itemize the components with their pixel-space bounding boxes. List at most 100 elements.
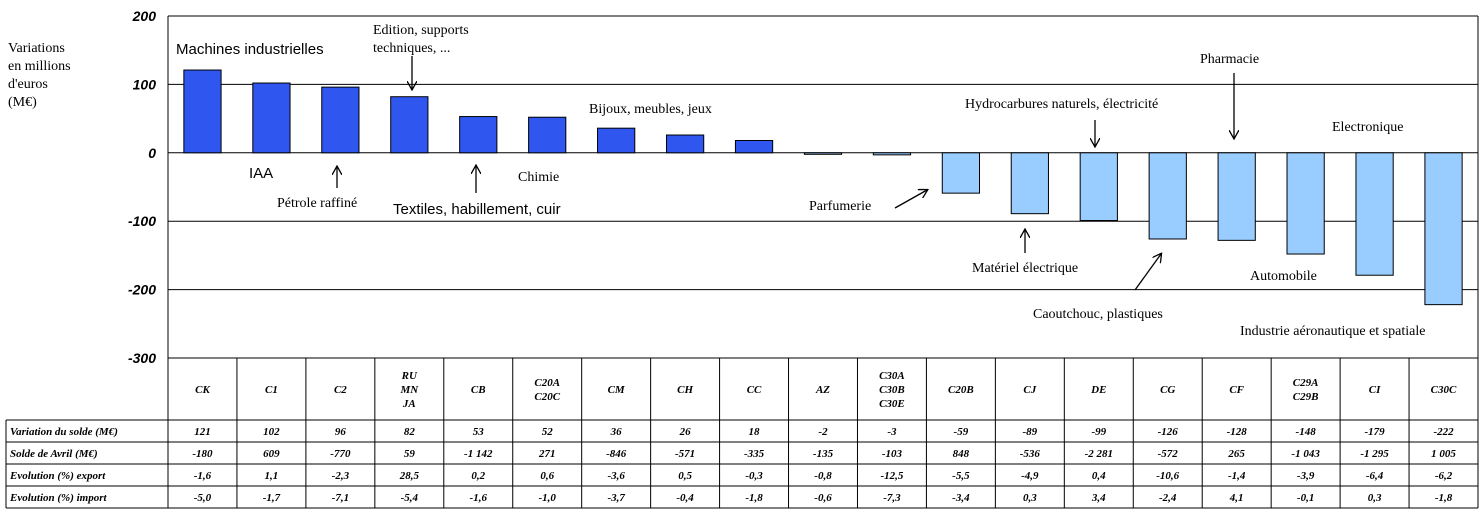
category-code: CH [677,384,693,396]
table-cell: -1,6 [194,470,212,482]
table-cell: 0,3 [1368,492,1382,504]
category-code: RU [401,370,418,382]
table-cell: -3,6 [607,470,625,482]
annotation-industrie-aeronautique: Industrie aéronautique et spatiale [1240,324,1425,339]
table-cell: 1,1 [265,470,279,482]
table-cell: -1 295 [1360,448,1389,460]
table-cell: -5,5 [952,470,970,482]
table-cell: 102 [263,426,280,438]
table-cell: -2 281 [1085,448,1113,460]
annotation-machines-industrielles: Machines industrielles [176,41,324,58]
table-cell: 121 [194,426,211,438]
category-code: CC [747,384,762,396]
table-cell: -135 [813,448,834,460]
table-cell: 59 [404,448,416,460]
table-cell: -536 [1020,448,1041,460]
table-cell: 0,3 [1023,492,1037,504]
category-code: C29A [1293,377,1319,389]
table-cell: -103 [882,448,903,460]
table-row-label: Evolution (%) import [9,492,108,504]
category-code: C20C [534,391,560,403]
bar [1424,152,1463,306]
table-cell: -10,6 [1156,470,1179,482]
bar [941,152,981,194]
table-cell: 36 [610,426,623,438]
category-code: CJ [1023,384,1036,396]
table-cell: -1,6 [470,492,488,504]
category-code: CG [1160,384,1175,396]
table-cell: -2,4 [1159,492,1177,504]
table-row-label: Solde de Avril (M€) [10,448,98,460]
table-cell: 82 [404,426,416,438]
bar [597,127,636,154]
table-cell: -2 [818,426,828,438]
category-code: C1 [265,384,278,396]
table-cell: -180 [192,448,213,460]
table-cell: -0,8 [814,470,832,482]
arrow-parfumerie [894,190,927,209]
table-cell: -99 [1091,426,1106,438]
table-cell: 52 [542,426,554,438]
annotation-parfumerie: Parfumerie [809,199,871,214]
category-code: DE [1090,384,1106,396]
category-code: C30C [1431,384,1457,396]
bar [528,116,567,154]
table-cell: 271 [538,448,556,460]
table-cell: -222 [1433,426,1454,438]
table-cell: -3,9 [1297,470,1315,482]
table-cell: -59 [954,426,969,438]
category-code: CK [195,384,210,396]
table-cell: 609 [263,448,280,460]
table-row-label: Evolution (%) export [9,470,106,482]
y-tick-labels: 200 100 0 -100 -200 -300 [128,8,156,366]
table-cell: -89 [1023,426,1038,438]
table-cell: -6,4 [1366,470,1384,482]
y-axis-title-line-3: d'euros [8,77,48,92]
table-cell: -0,3 [745,470,763,482]
category-code: MN [399,384,419,396]
annotation-textiles: Textiles, habillement, cuir [393,201,561,218]
annotation-materiel-electrique: Matériel électrique [972,261,1078,276]
table-cell: 0,6 [540,470,554,482]
table-cell: 96 [335,426,347,438]
y-axis-title-line-1: Variations [8,41,65,56]
table-cell: -4,9 [1021,470,1039,482]
table-cell: -1,4 [1228,470,1246,482]
y-tick-label: 100 [133,76,157,92]
category-code: C30B [879,384,905,396]
table-cell: -0,1 [1297,492,1314,504]
category-code: C30A [879,370,905,382]
table-cell: -770 [330,448,351,460]
y-tick-label: 200 [132,8,157,24]
table-cell: -335 [744,448,765,460]
table-cell: -0,4 [676,492,694,504]
table-cell: -1 142 [464,448,493,460]
table-cell: 18 [749,426,761,438]
bar [665,134,705,154]
bar [1355,152,1394,276]
table-cell: 0,2 [471,470,485,482]
table-cell: -1,7 [263,492,281,504]
table-cell: -7,3 [883,492,901,504]
bar [459,116,498,154]
table-cell: -5,4 [401,492,419,504]
category-code: C30E [879,398,905,410]
y-axis-title-line-4: (M€) [8,95,37,110]
table-cell: 26 [679,426,692,438]
bar [734,139,774,154]
table-cell: -571 [675,448,695,460]
table-row-label: Variation du solde (M€) [10,426,118,438]
annotation-edition-line-1: Edition, supports [373,23,469,38]
table-cell: -846 [606,448,627,460]
gridlines [167,15,1479,359]
category-code: C20B [948,384,974,396]
table-cell: 265 [1227,448,1245,460]
table-cell: -179 [1364,426,1385,438]
annotation-electronique: Electronique [1332,120,1404,135]
category-code: CM [608,384,626,396]
category-code: C20A [534,377,560,389]
table-cell: -7,1 [332,492,349,504]
annotation-petrole-raffine: Pétrole raffiné [277,196,357,211]
table-cell: -3,4 [952,492,970,504]
bar [872,152,912,156]
